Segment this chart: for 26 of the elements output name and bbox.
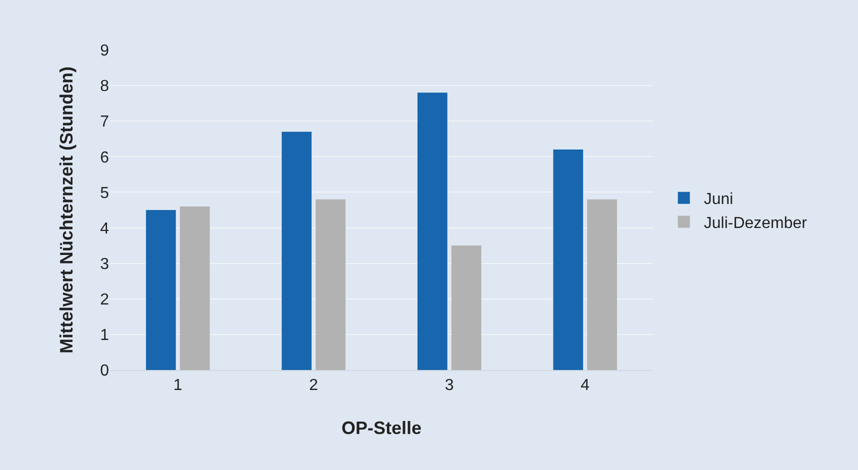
y-tick-label: 4 [100, 220, 110, 238]
y-tick-label: 1 [100, 327, 110, 344]
x-tick-label: 1 [173, 377, 182, 394]
bar [587, 199, 618, 370]
y-tick-label: 8 [100, 78, 110, 96]
bar [146, 210, 176, 370]
bar [180, 206, 210, 370]
legend-label: Juli-Dezember [704, 214, 808, 232]
y-tick-label: 0 [100, 362, 110, 380]
y-tick-label: 5 [100, 184, 110, 202]
y-tick-label: 2 [100, 291, 110, 308]
y-axis-title: Mittelwert Nüchternzeit (Stunden) [56, 66, 76, 354]
bar [316, 199, 346, 370]
y-tick-label: 7 [100, 114, 110, 131]
x-tick-label: 3 [444, 377, 454, 394]
y-tick-label: 9 [100, 42, 110, 60]
legend-label: Juni [704, 191, 734, 208]
y-tick-label: 6 [100, 149, 110, 166]
x-tick-label: 2 [309, 377, 318, 394]
y-tick-label: 3 [100, 256, 110, 273]
x-tick-label: 4 [580, 377, 590, 394]
bar [417, 92, 448, 370]
x-axis-title: OP-Stelle [341, 418, 422, 438]
bar [282, 132, 312, 370]
bar [553, 150, 584, 370]
bar [451, 246, 482, 370]
